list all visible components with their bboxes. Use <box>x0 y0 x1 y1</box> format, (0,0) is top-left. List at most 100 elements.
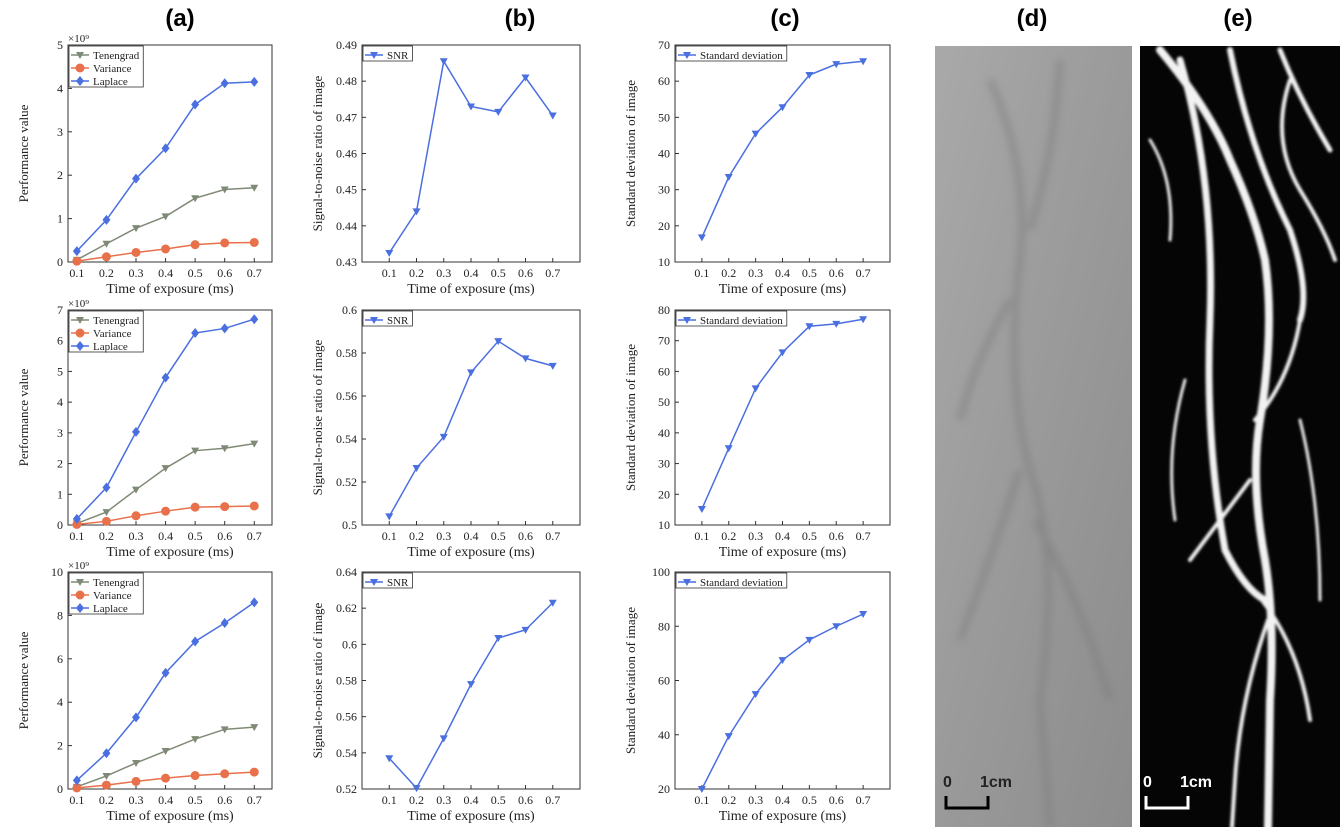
x-tick-label: 0.1 <box>382 266 397 280</box>
y-tick-label: 6 <box>57 652 63 666</box>
y-tick-label: 2 <box>57 457 63 471</box>
vein-image-enhanced <box>1140 46 1340 827</box>
legend-box <box>675 45 788 62</box>
marker <box>370 317 378 324</box>
legend: SNR <box>362 572 413 589</box>
marker <box>132 759 140 767</box>
panel-label: (c) <box>770 5 799 32</box>
marker <box>101 780 111 790</box>
marker <box>132 225 140 233</box>
series-line <box>76 81 255 252</box>
y-tick-label: 0.62 <box>336 601 357 615</box>
x-tick-label: 0.6 <box>217 266 232 280</box>
marker <box>832 623 841 631</box>
chart: 20 40 60 80 100 0.1 0.2 0.3 0.4 0.5 0.6 0.7 Time of … <box>623 565 891 824</box>
y-tick-label: 0.52 <box>336 475 357 489</box>
x-tick-label: 0.6 <box>217 793 232 807</box>
marker <box>101 516 111 526</box>
marker <box>778 657 787 665</box>
y-axis-label: Standard deviation of image <box>623 607 638 754</box>
x-tick-label: 0.1 <box>694 529 709 543</box>
scale-label: 0 <box>1143 774 1152 791</box>
marker <box>751 691 760 699</box>
x-tick-label: 0.2 <box>99 266 114 280</box>
marker <box>751 385 760 393</box>
y-tick-label: 20 <box>658 219 670 233</box>
y-tick-label: 60 <box>658 74 670 88</box>
marker <box>191 447 200 455</box>
y-axis-label: Signal-to-noise ratio of image <box>310 339 325 495</box>
series-line <box>388 59 554 254</box>
marker <box>439 735 448 743</box>
x-tick-label: 0.4 <box>464 266 479 280</box>
panel-label: (d) <box>1017 5 1048 32</box>
x-tick-label: 0.1 <box>69 529 84 543</box>
x-axis-label: Time of exposure (ms) <box>719 809 847 824</box>
marker <box>548 362 557 370</box>
marker <box>161 773 171 783</box>
x-tick-label: 0.2 <box>721 529 736 543</box>
y-tick-label: 70 <box>658 334 670 348</box>
marker <box>697 786 706 793</box>
x-tick-label: 0.6 <box>217 529 232 543</box>
y-tick-label: 80 <box>658 619 670 633</box>
y-axis-label: Signal-to-noise ratio of image <box>310 602 325 758</box>
legend-label: Tenengrad <box>93 577 140 589</box>
x-tick-label: 0.1 <box>69 266 84 280</box>
marker <box>76 341 84 351</box>
legend-label: Tenengrad <box>93 50 140 62</box>
y-tick-label: 0.44 <box>336 219 357 233</box>
x-tick-label: 0.4 <box>464 793 479 807</box>
x-tick-label: 0.6 <box>829 529 844 543</box>
marker <box>250 76 259 87</box>
y-axis-label: Signal-to-noise ratio of image <box>310 75 325 231</box>
y-tick-label: 0.49 <box>336 38 357 52</box>
x-tick-label: 0.5 <box>491 266 506 280</box>
scale-label: 1cm <box>1180 774 1212 791</box>
y-exponent: ×10⁹ <box>68 560 89 572</box>
x-tick-label: 0.1 <box>382 529 397 543</box>
x-tick-label: 0.3 <box>129 529 144 543</box>
marker <box>724 733 733 741</box>
x-tick-label: 0.2 <box>409 529 424 543</box>
legend-label: Laplace <box>93 341 128 353</box>
marker <box>385 249 394 257</box>
marker <box>72 256 82 266</box>
marker <box>190 771 200 781</box>
vein-image-raw <box>935 46 1132 827</box>
x-axis-label: Time of exposure (ms) <box>106 545 234 560</box>
x-axis-label: Time of exposure (ms) <box>407 282 535 297</box>
marker <box>220 186 229 194</box>
y-tick-label: 2 <box>57 168 63 182</box>
marker <box>220 502 230 512</box>
x-tick-label: 0.4 <box>158 529 173 543</box>
marker <box>385 755 394 763</box>
marker <box>131 776 141 786</box>
marker <box>101 252 111 262</box>
y-tick-label: 1 <box>57 212 63 226</box>
y-tick-label: 20 <box>658 782 670 796</box>
marker <box>191 736 200 744</box>
y-tick-label: 4 <box>57 695 63 709</box>
marker <box>683 579 691 586</box>
y-tick-label: 0.64 <box>336 565 357 579</box>
marker <box>250 597 259 608</box>
y-tick-label: 10 <box>658 255 670 269</box>
series-line <box>701 60 864 238</box>
y-tick-label: 40 <box>658 728 670 742</box>
x-tick-label: 0.4 <box>158 793 173 807</box>
y-tick-label: 1 <box>57 487 63 501</box>
x-tick-label: 0.7 <box>545 793 560 807</box>
x-tick-label: 0.6 <box>829 793 844 807</box>
marker <box>76 52 84 59</box>
panel-label: (e) <box>1223 5 1252 32</box>
marker <box>220 445 229 453</box>
marker <box>161 506 171 516</box>
y-tick-label: 0.6 <box>342 637 357 651</box>
y-tick-label: 5 <box>57 364 63 378</box>
x-tick-label: 0.6 <box>518 266 533 280</box>
marker <box>548 112 557 120</box>
x-tick-label: 0.4 <box>775 793 790 807</box>
marker <box>805 72 814 80</box>
